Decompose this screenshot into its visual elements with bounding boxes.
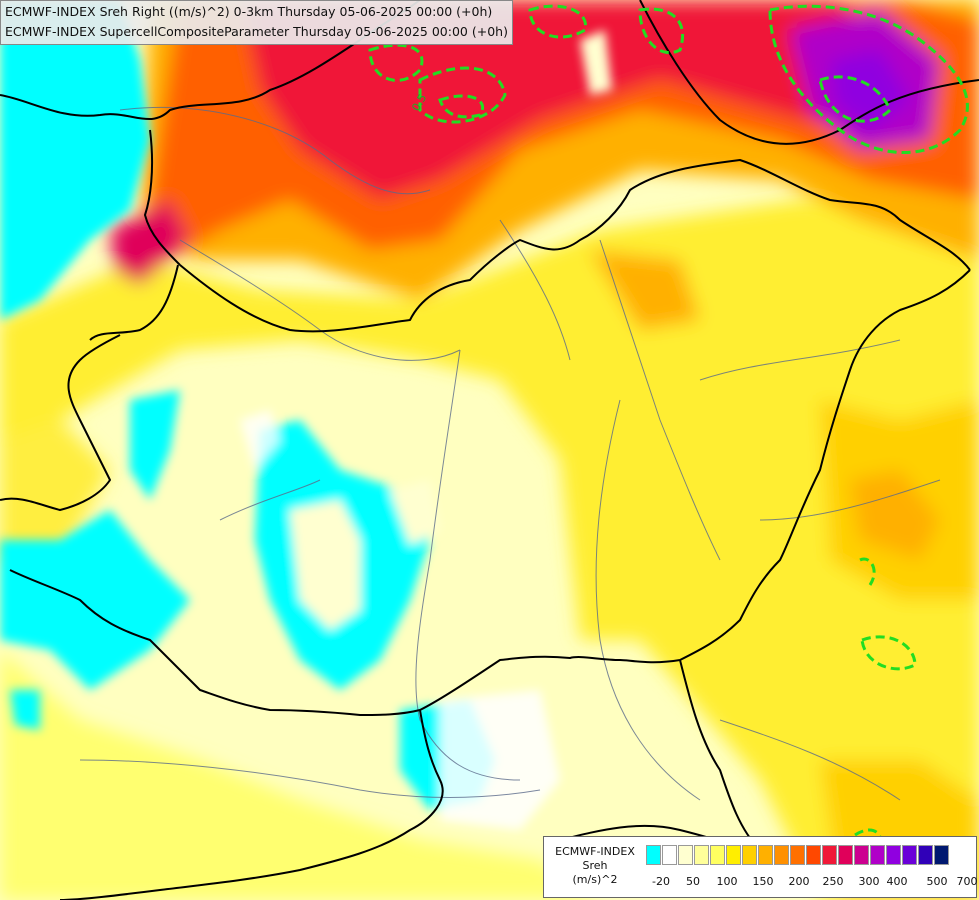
legend-tick-label: 300 xyxy=(858,875,880,888)
legend-swatch xyxy=(790,845,805,865)
legend-label-units: (m/s)^2 xyxy=(572,873,618,886)
color-legend: ECMWF-INDEX Sreh (m/s)^2 -20 50 100 150 200 2… xyxy=(543,836,978,898)
legend-swatch xyxy=(678,845,693,865)
legend-swatch xyxy=(646,845,661,865)
legend-swatch xyxy=(694,845,709,865)
legend-tick-label: 50 xyxy=(686,875,700,888)
legend-tick-label: 250 xyxy=(822,875,844,888)
legend-swatch xyxy=(838,845,853,865)
scp-contours xyxy=(368,4,969,851)
legend-label-field: Sreh xyxy=(582,859,608,872)
legend-swatch xyxy=(902,845,917,865)
legend-swatch xyxy=(710,845,725,865)
legend-swatch xyxy=(934,845,949,865)
legend-tick-label: 700 xyxy=(956,875,978,888)
rivers xyxy=(79,106,941,801)
legend-swatch xyxy=(854,845,869,865)
map-title-box: ECMWF-INDEX Sreh Right ((m/s)^2) 0-3km T… xyxy=(0,0,513,45)
legend-swatch xyxy=(918,845,933,865)
legend-swatch xyxy=(886,845,901,865)
legend-label-model: ECMWF-INDEX xyxy=(555,845,635,858)
legend-swatch xyxy=(774,845,789,865)
legend-swatch xyxy=(806,845,821,865)
legend-swatch xyxy=(758,845,773,865)
title-line-scp: ECMWF-INDEX SupercellCompositeParameter … xyxy=(5,24,508,39)
legend-tick-label: -20 xyxy=(652,875,670,888)
title-line-sreh: ECMWF-INDEX Sreh Right ((m/s)^2) 0-3km T… xyxy=(5,4,493,19)
legend-swatch xyxy=(822,845,837,865)
legend-tick-label: 500 xyxy=(926,875,948,888)
legend-swatch xyxy=(742,845,757,865)
legend-tick-label: 100 xyxy=(716,875,738,888)
legend-tick-label: 400 xyxy=(886,875,908,888)
legend-tick-label: 200 xyxy=(788,875,810,888)
legend-swatch xyxy=(870,845,885,865)
legend-swatch xyxy=(726,845,741,865)
legend-swatch xyxy=(662,845,677,865)
legend-tick-label: 150 xyxy=(752,875,774,888)
